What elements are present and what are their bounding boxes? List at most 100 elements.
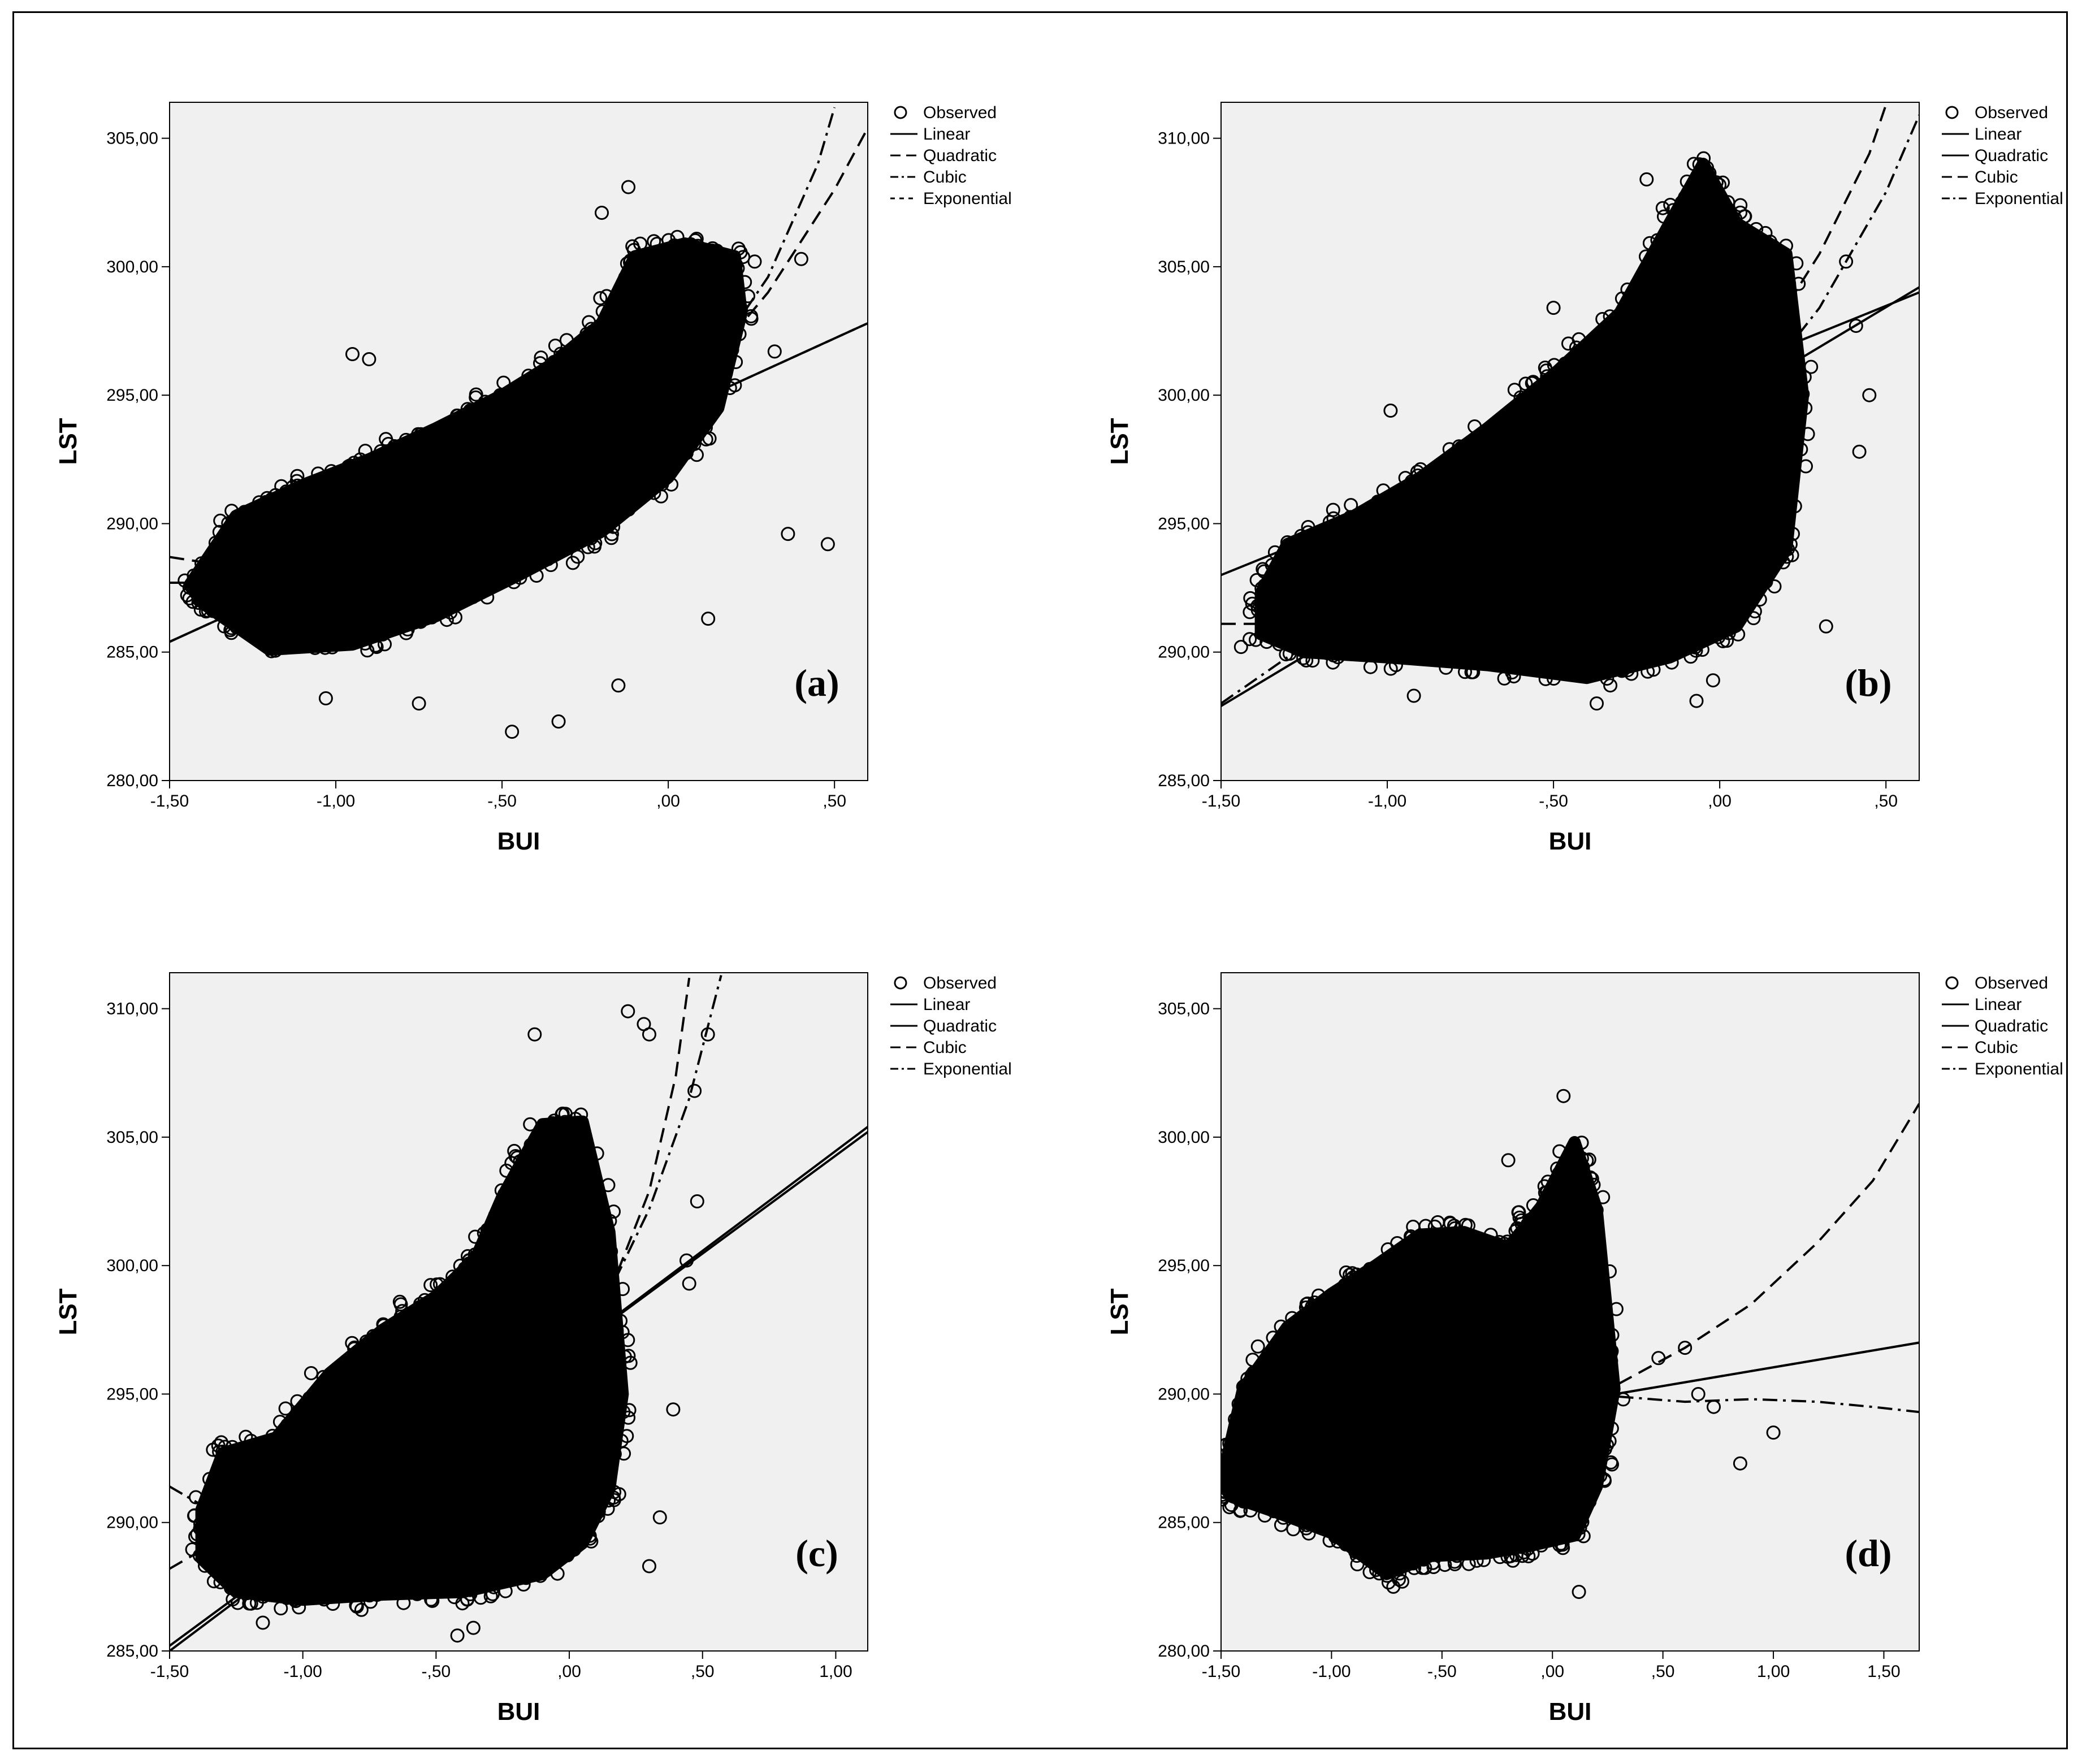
observed-point bbox=[1749, 229, 1763, 244]
y-tick-label: 305,00 bbox=[1158, 1000, 1210, 1018]
observed-point bbox=[1243, 632, 1257, 647]
observed-point bbox=[1783, 537, 1798, 552]
observed-point bbox=[1799, 459, 1813, 474]
observed-point bbox=[1270, 1336, 1285, 1351]
observed-point bbox=[601, 1178, 616, 1193]
observed-point bbox=[496, 375, 511, 390]
chart-svg: -1,50 -1,00 -,50 ,00 ,50 285,00 290,00 295,00 30… bbox=[1106, 102, 2063, 855]
observed-point bbox=[1233, 640, 1248, 655]
observed-point bbox=[616, 1405, 631, 1419]
observed-point bbox=[666, 1402, 681, 1417]
x-tick-label: -1,50 bbox=[150, 792, 189, 811]
observed-point bbox=[599, 1257, 613, 1271]
observed-point bbox=[1340, 1281, 1354, 1295]
observed-point bbox=[1716, 175, 1730, 190]
observed-point bbox=[1614, 664, 1629, 678]
observed-point bbox=[1710, 186, 1725, 201]
observed-point bbox=[469, 387, 483, 402]
observed-point bbox=[1328, 1288, 1343, 1302]
observed-point bbox=[505, 570, 519, 584]
observed-point bbox=[575, 1144, 589, 1159]
y-tick-label: 290,00 bbox=[106, 514, 158, 533]
legend-marker-observed bbox=[894, 976, 907, 990]
observed-point bbox=[423, 1278, 438, 1293]
observed-point bbox=[274, 1601, 288, 1616]
observed-point bbox=[1483, 1236, 1497, 1250]
plot-content bbox=[170, 974, 868, 1651]
observed-point bbox=[820, 537, 835, 552]
observed-point bbox=[556, 1127, 570, 1142]
observed-point bbox=[188, 1529, 202, 1544]
observed-point bbox=[1477, 1553, 1491, 1567]
observed-point bbox=[490, 1216, 505, 1230]
observed-point bbox=[1650, 265, 1664, 279]
observed-point bbox=[571, 1132, 585, 1146]
observed-point bbox=[1461, 1218, 1475, 1233]
observed-point bbox=[308, 640, 322, 655]
observed-point bbox=[1372, 1566, 1387, 1581]
x-axis-label: BUI bbox=[497, 827, 540, 855]
observed-point bbox=[547, 1113, 561, 1128]
y-tick-label: 295,00 bbox=[106, 1385, 158, 1403]
observed-point bbox=[690, 239, 705, 253]
observed-point bbox=[1369, 1563, 1383, 1577]
observed-point bbox=[1765, 244, 1780, 259]
x-tick-label: -1,00 bbox=[1312, 1662, 1351, 1681]
observed-point bbox=[1424, 467, 1439, 481]
observed-point bbox=[671, 453, 685, 468]
observed-point bbox=[1593, 1423, 1608, 1437]
observed-point bbox=[1746, 611, 1761, 626]
observed-point bbox=[524, 1139, 539, 1154]
observed-point bbox=[361, 454, 376, 469]
x-axis-label: BUI bbox=[1549, 827, 1592, 855]
observed-point bbox=[432, 1277, 447, 1291]
observed-point bbox=[393, 1297, 408, 1312]
y-axis-label: LST bbox=[1106, 418, 1133, 465]
observed-point bbox=[1466, 665, 1481, 679]
legend-label: Cubic bbox=[923, 168, 967, 187]
observed-point bbox=[1365, 644, 1380, 659]
y-tick-label: 285,00 bbox=[106, 643, 158, 662]
observed-point bbox=[1589, 1260, 1604, 1275]
observed-point bbox=[1228, 1412, 1243, 1427]
observed-point bbox=[1585, 1172, 1599, 1186]
observed-point bbox=[1458, 665, 1472, 679]
observed-point bbox=[656, 470, 670, 485]
fit-line-cubic bbox=[170, 977, 691, 1570]
x-tick-label: -1,50 bbox=[1202, 1662, 1240, 1681]
observed-point bbox=[1631, 656, 1646, 671]
y-tick-label: 280,00 bbox=[106, 772, 158, 790]
legend-label: Observed bbox=[1975, 974, 2048, 992]
observed-point bbox=[1798, 401, 1813, 415]
observed-point bbox=[318, 1390, 332, 1405]
observed-point bbox=[297, 1399, 311, 1414]
observed-point bbox=[212, 525, 227, 539]
observed-point bbox=[1257, 1508, 1272, 1523]
observed-point bbox=[516, 384, 531, 399]
observed-point bbox=[424, 1592, 439, 1607]
observed-point bbox=[1696, 167, 1711, 182]
observed-point bbox=[243, 627, 258, 642]
observed-point bbox=[1773, 550, 1788, 565]
observed-point bbox=[1514, 1213, 1529, 1228]
observed-point bbox=[1512, 1205, 1526, 1220]
observed-point bbox=[1789, 256, 1804, 271]
observed-point bbox=[1224, 1442, 1239, 1457]
observed-point bbox=[1480, 424, 1495, 439]
observed-point bbox=[1706, 202, 1721, 217]
observed-point bbox=[558, 1107, 573, 1121]
x-tick-label: ,50 bbox=[691, 1662, 715, 1681]
observed-point bbox=[414, 427, 428, 441]
observed-point bbox=[591, 1509, 605, 1523]
observed-point bbox=[447, 1590, 462, 1605]
observed-point bbox=[1589, 1203, 1604, 1217]
observed-point bbox=[1557, 1179, 1572, 1193]
observed-point bbox=[396, 1596, 411, 1610]
observed-point bbox=[1224, 1498, 1239, 1512]
observed-point bbox=[620, 256, 634, 271]
observed-point bbox=[1286, 1329, 1301, 1343]
observed-point bbox=[608, 1351, 622, 1366]
observed-point bbox=[1362, 1262, 1377, 1276]
observed-point bbox=[1492, 1550, 1507, 1564]
observed-point bbox=[1243, 1503, 1258, 1518]
